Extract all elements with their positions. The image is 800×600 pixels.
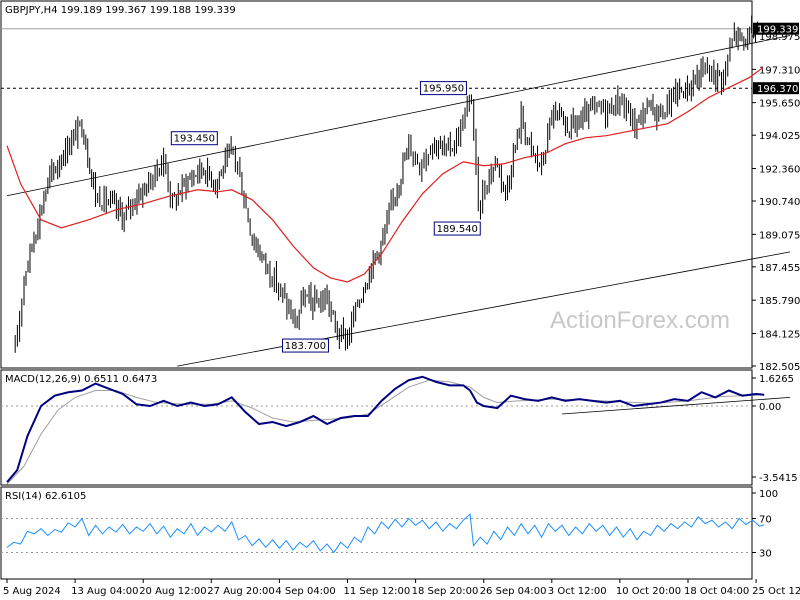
price-tick-label: 197.310: [759, 65, 800, 76]
rsi-tick-label: 70: [759, 515, 772, 526]
price-tick-label: 192.360: [759, 165, 800, 176]
price-panel: 198.975197.310195.650194.025192.360190.7…: [0, 0, 800, 373]
time-axis: 5 Aug 2024 13 Aug 04:00 20 Aug 12:00 27 Aug…: [3, 579, 800, 597]
time-tick-label: 3 Oct 12:00: [548, 586, 607, 597]
rsi-info-label: RSI(14) 62.6105: [5, 491, 86, 502]
macd-line: [6, 375, 765, 483]
level-annotation-box: [419, 81, 467, 96]
macd-info-label: MACD(12,26,9) 0.6511 0.6473: [5, 374, 157, 385]
macd-trendline: [561, 396, 791, 415]
time-tick-label: 18 Sep 20:00: [412, 586, 479, 597]
price-tick-label: 194.025: [759, 131, 800, 142]
level-annotation-box: [433, 221, 481, 236]
time-tick-label: 20 Aug 12:00: [139, 586, 206, 597]
time-tick-label: 11 Sep 12:00: [344, 586, 411, 597]
price-tag-box: [753, 82, 799, 95]
main-info-label: GBPJPY,H4 199.189 199.367 199.188 199.33…: [5, 5, 236, 16]
price-tag-box: [753, 22, 799, 35]
level-annotation-label: 193.450: [174, 134, 215, 145]
watermark: ActionForex.com: [550, 307, 730, 334]
level-annotation-label: 189.540: [437, 224, 478, 235]
rsi-tick-label: 100: [759, 489, 778, 500]
time-tick-label: 5 Aug 2024: [3, 586, 61, 597]
time-tick-label: 10 Oct 20:00: [616, 586, 681, 597]
time-tick-label: 4 Sep 04:00: [275, 586, 335, 597]
level-annotation-box: [170, 131, 218, 146]
rsi-tick-label: 30: [759, 549, 772, 560]
price-tick-label: 189.075: [759, 230, 800, 241]
macd-tick-label: -3.5415: [759, 473, 798, 484]
price-tick-label: 182.505: [759, 362, 800, 373]
rsi-panel: 100 70 30 RSI(14) 62.6105: [0, 486, 778, 580]
macd-tick-label: 1.6265: [759, 374, 794, 385]
macd-tick-label: 0.00: [759, 402, 781, 413]
channel-lower-line: [177, 251, 791, 367]
channel-upper-line: [6, 35, 791, 197]
time-tick-label: 27 Aug 20:00: [207, 586, 274, 597]
price-tag-label: 199.339: [757, 25, 798, 36]
price-tick-label: 184.125: [759, 330, 800, 341]
time-tick-label: 26 Sep 04:00: [480, 586, 547, 597]
candle-series: [14, 15, 758, 353]
level-annotation-label: 195.950: [423, 84, 464, 95]
time-tick-label: 25 Oct 12:00: [752, 586, 800, 597]
price-tick-label: 187.455: [759, 263, 800, 274]
time-tick-label: 18 Oct 04:00: [684, 586, 749, 597]
level-annotation-label: 183.700: [285, 341, 326, 352]
price-tick-label: 190.740: [759, 197, 800, 208]
rsi-line: [6, 513, 765, 554]
time-tick-label: 13 Aug 04:00: [71, 586, 138, 597]
moving-average-line: [6, 67, 764, 283]
price-tag-label: 196.370: [757, 84, 798, 95]
price-tick-label: 185.790: [759, 296, 800, 307]
macd-panel: 1.6265 0.00 -3.5415 MACD(12,26,9) 0.6511 0…: [0, 369, 798, 486]
price-tick-label: 195.650: [759, 99, 800, 110]
level-annotation-box: [281, 338, 329, 353]
